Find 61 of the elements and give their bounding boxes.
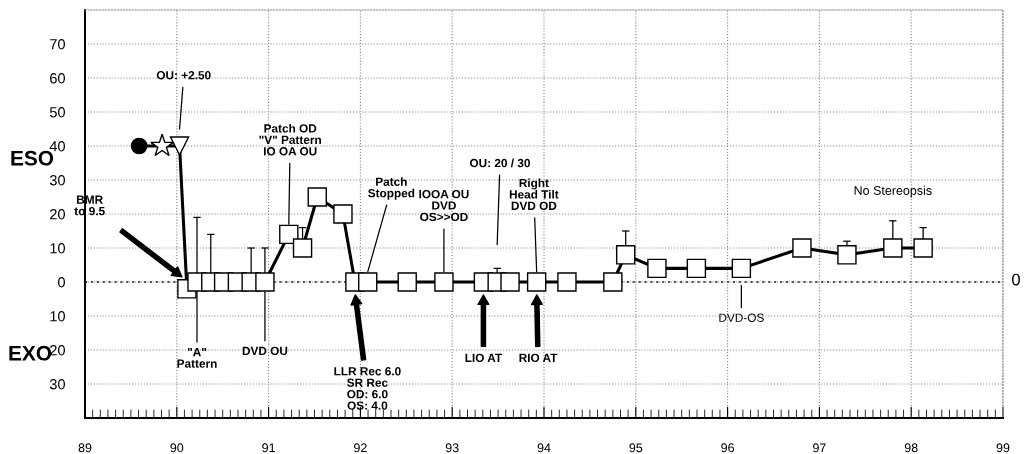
point <box>913 238 933 258</box>
annotation: RIO AT <box>519 353 558 363</box>
x-tick-label: 98 <box>904 443 918 453</box>
y-tick-label: 60 <box>50 73 65 84</box>
point <box>883 238 903 258</box>
point <box>500 272 520 292</box>
point <box>603 272 623 292</box>
annotation: No Stereopsis <box>854 185 932 198</box>
x-tick-label: 93 <box>445 443 459 453</box>
annotation: LIO AT <box>465 353 502 363</box>
point <box>434 272 454 292</box>
y-tick-label: 30 <box>49 379 65 390</box>
annotation: OU: 20 / 30 <box>469 158 530 168</box>
point <box>130 137 148 155</box>
point <box>255 272 275 292</box>
y-tick-label: 10 <box>50 243 65 254</box>
annotation: OU: +2.50 <box>156 71 211 80</box>
annotation: Patch Stopped <box>368 177 415 200</box>
annotation: "A" Pattern <box>177 348 217 368</box>
point <box>169 136 190 156</box>
point <box>279 224 299 245</box>
text: 0 <box>1012 273 1020 286</box>
point <box>150 133 175 157</box>
point <box>837 245 857 265</box>
annotation: DVD-OS <box>719 313 764 322</box>
x-tick-label: 94 <box>537 443 551 453</box>
y-tick-label: 10 <box>50 311 65 322</box>
point <box>615 245 636 265</box>
annotation: Patch OD "V" Pattern IO OA OU <box>259 123 321 156</box>
point <box>526 272 547 292</box>
y-tick-label: 20 <box>50 345 65 356</box>
y-tick-label: 20 <box>50 209 65 220</box>
x-tick-label: 91 <box>262 443 275 453</box>
x-tick-label: 90 <box>170 443 184 453</box>
text: EXO <box>9 345 52 361</box>
point <box>792 238 812 258</box>
y-tick-label: 0 <box>58 277 65 288</box>
text: ESO <box>11 150 54 166</box>
annotation: DVD OU <box>242 346 288 356</box>
y-tick-label: 40 <box>49 141 65 152</box>
y-tick-label: 30 <box>49 175 65 186</box>
y-tick-label: 70 <box>50 39 65 50</box>
point <box>731 258 752 279</box>
x-tick-label: 92 <box>354 443 367 453</box>
annotation: Right Head Tilt DVD OD <box>509 178 559 211</box>
x-tick-label: 95 <box>629 443 643 453</box>
x-tick-label: 97 <box>813 443 826 453</box>
point <box>307 187 327 207</box>
point <box>292 238 313 258</box>
annotation: LLR Rec 6.0 SR Rec OD: 6.0 OS: 4.0 <box>334 367 401 410</box>
x-tick-label: 89 <box>78 443 92 453</box>
point <box>557 272 577 292</box>
point <box>358 272 378 292</box>
point <box>333 204 353 224</box>
x-tick-label: 99 <box>996 443 1010 453</box>
point <box>647 258 667 279</box>
annotation: IOOA OU DVD OS>>OD <box>419 189 469 222</box>
y-tick-label: 50 <box>49 107 65 118</box>
x-tick-label: 96 <box>721 443 734 453</box>
point <box>686 258 707 279</box>
point <box>397 272 417 292</box>
